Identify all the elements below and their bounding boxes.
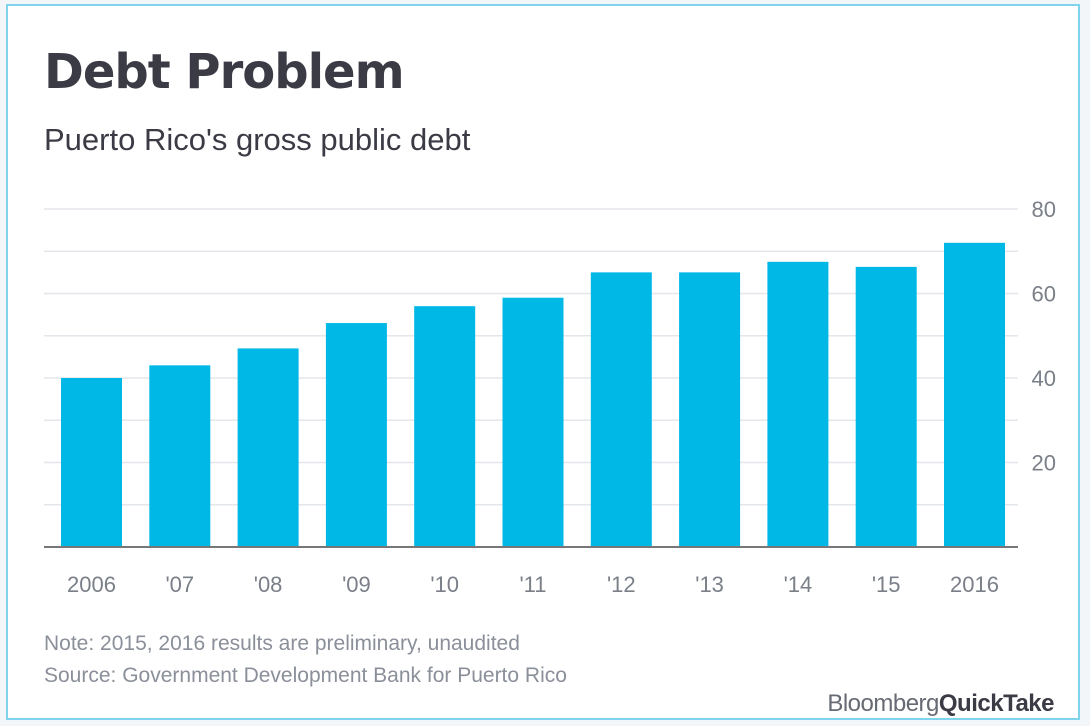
chart-card: Debt Problem Puerto Rico's gross public … [6,4,1080,720]
x-tick-label: '08 [254,572,283,597]
brand-logo: BloombergQuickTake [827,690,1054,718]
x-tick-label: '14 [784,572,813,597]
x-tick-label: '10 [430,572,459,597]
chart-title: Debt Problem [44,44,405,100]
bar-chart: 20 40 60 80 2006 '07 '08 '09 '10 '11 '12 '13 '14 '15… [44,197,1056,597]
y-tick-label: 80 [1032,197,1056,222]
x-tick-label: 2016 [950,572,999,597]
y-tick-label: 40 [1032,366,1056,391]
y-tick-label: 60 [1032,282,1056,307]
bar-'15 [855,266,917,547]
x-tick-labels: 2006 '07 '08 '09 '10 '11 '12 '13 '14 '15 2016 [67,572,999,597]
bar-'14 [767,261,829,547]
x-tick-label: '13 [695,572,724,597]
brand-logo-part1: Bloomberg [827,690,939,717]
brand-logo-part2: QuickTake [938,690,1055,717]
y-tick-labels: 20 40 60 80 [1032,197,1056,476]
bar-'12 [590,272,652,547]
y-tick-label: 20 [1032,451,1056,476]
bar-2016 [944,242,1005,548]
bar-'11 [502,297,564,547]
bar-'13 [679,272,741,547]
bar-'09 [325,323,387,547]
bar-2006 [61,378,122,547]
x-tick-label: 2006 [67,572,116,597]
chart-source: Source: Government Development Bank for … [44,664,567,687]
bar-'08 [237,348,299,547]
x-tick-label: '07 [165,572,194,597]
chart-note: Note: 2015, 2016 results are preliminary… [44,632,520,655]
bar-'10 [414,306,476,547]
x-tick-label: '09 [342,572,371,597]
x-tick-label: '15 [872,572,901,597]
bars [61,242,1005,548]
bar-'07 [149,365,211,547]
x-tick-label: '12 [607,572,636,597]
x-tick-label: '11 [519,572,546,597]
chart-subtitle: Puerto Rico's gross public debt [44,122,471,157]
